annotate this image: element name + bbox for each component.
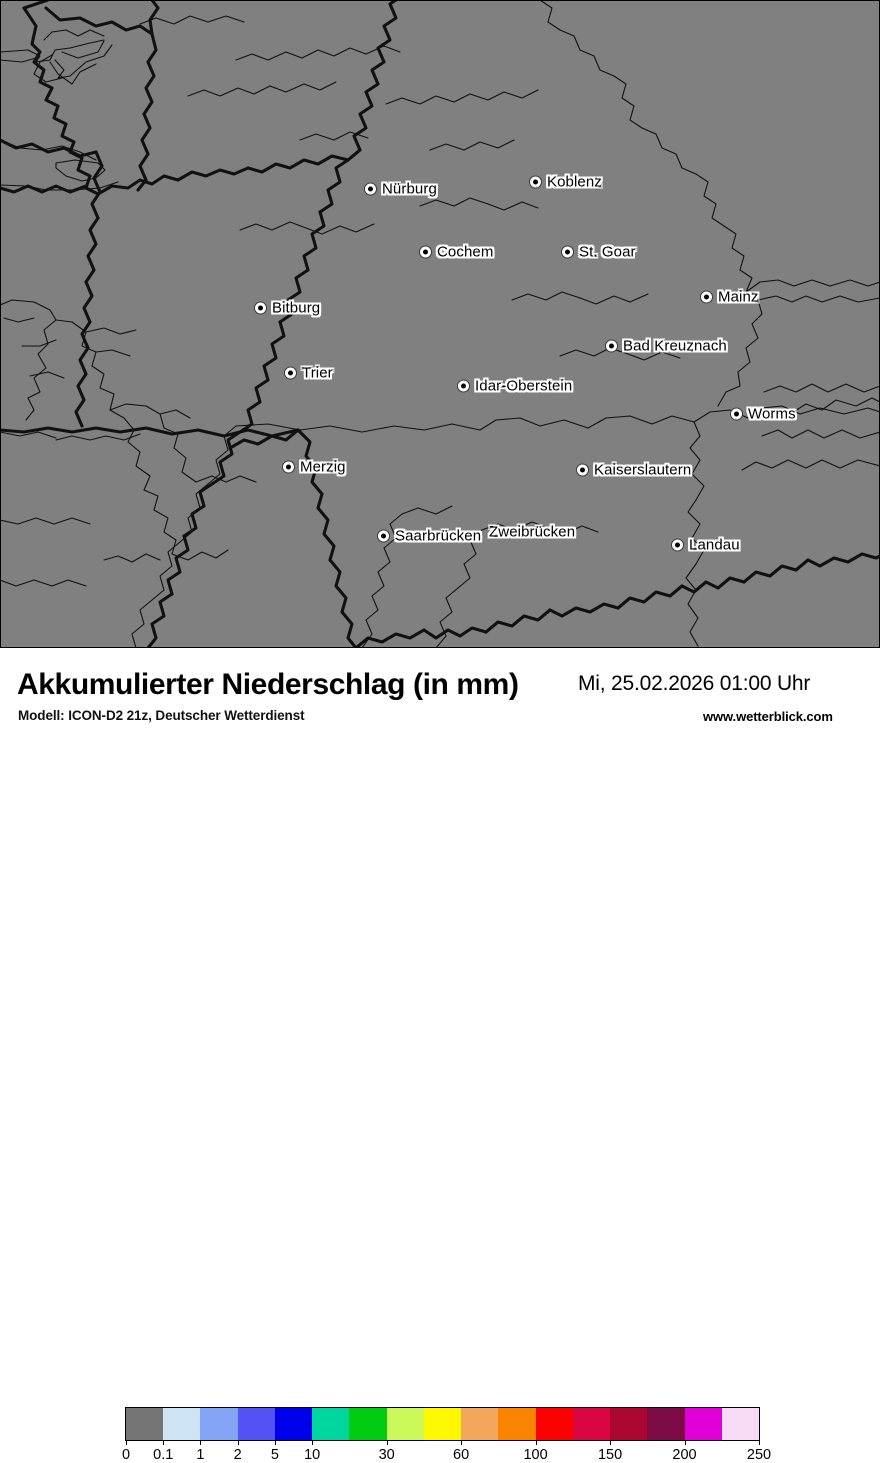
page-title: Akkumulierter Niederschlag (in mm) [17, 668, 519, 701]
colorbar-tick-label: 0.1 [153, 1447, 174, 1463]
city-dot-icon [457, 379, 470, 393]
colorbar-tick-mark [684, 1440, 686, 1445]
colorbar-tick-label: 250 [746, 1447, 772, 1463]
weather-map[interactable]: Nürburg Koblenz Cochem St. Goar Bitburg Mainz… [0, 0, 880, 648]
city-label: Idar-Oberstein [475, 377, 573, 395]
city-marker-n-rburg: Nürburg [364, 181, 437, 198]
city-dot-icon [730, 407, 743, 421]
city-marker-st-goar: St. Goar [561, 244, 636, 261]
state-boundaries [0, 0, 880, 648]
city-label: Bad Kreuznach [623, 337, 727, 355]
colorbar-tick-label: 2 [233, 1447, 242, 1463]
city-marker-bad-kreuznach: Bad Kreuznach [605, 338, 727, 355]
colorbar-tick-mark [386, 1440, 388, 1445]
colorbar-tick-label: 0 [121, 1447, 131, 1463]
city-label: Kaiserslautern [594, 461, 692, 479]
city-marker-bitburg: Bitburg [254, 300, 320, 317]
colorbar-tick-label: 60 [453, 1447, 470, 1463]
colorbar-tick-label: 5 [270, 1447, 279, 1463]
city-dot-icon [364, 182, 377, 196]
city-dot-icon [377, 529, 390, 543]
city-label: Merzig [300, 458, 346, 476]
model-subtitle: Modell: ICON-D2 21z, Deutscher Wetterdie… [18, 708, 305, 723]
city-label: Koblenz [547, 173, 602, 191]
city-marker-koblenz: Koblenz [529, 174, 602, 191]
city-dot-icon [605, 339, 618, 353]
colorbar-tick-mark [312, 1440, 314, 1445]
colorbar-tick-label: 100 [523, 1447, 548, 1463]
colorbar-tick-label: 200 [672, 1447, 697, 1463]
city-label: Nürburg [382, 180, 437, 198]
colorbar-tick-label: 10 [304, 1447, 321, 1463]
valid-datetime: Mi, 25.02.2026 01:00 Uhr [578, 672, 811, 695]
city-dot-icon [419, 245, 432, 259]
city-marker-kaiserslautern: Kaiserslautern [576, 462, 691, 479]
colorbar-tick-mark [759, 1440, 760, 1445]
legend-panel: Akkumulierter Niederschlag (in mm) Model… [0, 648, 880, 1463]
city-marker-trier: Trier [284, 365, 333, 382]
city-label: Zweibrücken [489, 523, 576, 541]
city-marker-saarbr-cken: Saarbrücken [377, 528, 481, 545]
source-url: www.wetterblick.com [703, 709, 833, 724]
city-dot-icon [529, 175, 542, 189]
colorbar-tick-label: 1 [196, 1447, 205, 1463]
city-label: Saarbrücken [395, 527, 482, 545]
colorbar-tick-mark [126, 1440, 127, 1445]
colorbar-tick-mark [274, 1440, 276, 1445]
colorbar-tick-mark [535, 1440, 537, 1445]
city-label: St. Goar [579, 243, 636, 261]
city-marker-mainz: Mainz [700, 289, 759, 306]
city-dot-icon [284, 366, 297, 380]
map-boundaries [0, 0, 880, 648]
city-label: Landau [689, 536, 740, 554]
city-dot-icon [254, 301, 267, 315]
colorbar-tick-label: 30 [378, 1447, 395, 1463]
city-marker-merzig: Merzig [282, 459, 346, 476]
city-label: Bitburg [272, 299, 321, 317]
colorbar-ticks: 0 0.1 1 2 5 10 30 60 100 150 200 250 [0, 1407, 880, 1463]
city-dot-icon [561, 245, 574, 259]
colorbar-tick-mark [237, 1440, 239, 1445]
colorbar-tick-mark [200, 1440, 202, 1445]
city-marker-worms: Worms [730, 406, 796, 423]
city-dot-icon [576, 463, 589, 477]
city-dot-icon [282, 460, 295, 474]
city-marker-idar-oberstein: Idar-Oberstein [457, 378, 572, 395]
city-label: Mainz [718, 288, 759, 306]
city-marker-cochem: Cochem [419, 244, 493, 261]
city-label: Trier [302, 364, 333, 382]
district-boundaries [0, 0, 880, 648]
city-dot-icon [700, 290, 713, 304]
colorbar-tick-mark [461, 1440, 463, 1445]
city-dot-icon [671, 538, 684, 552]
colorbar-tick-mark [610, 1440, 612, 1445]
city-label: Worms [748, 405, 796, 423]
colorbar-tick-mark [163, 1440, 165, 1445]
city-marker-landau: Landau [671, 537, 740, 554]
city-label: Cochem [437, 243, 494, 261]
colorbar-tick-label: 150 [597, 1447, 623, 1463]
city-marker-zweibr-cken: Zweibrücken [489, 524, 575, 541]
